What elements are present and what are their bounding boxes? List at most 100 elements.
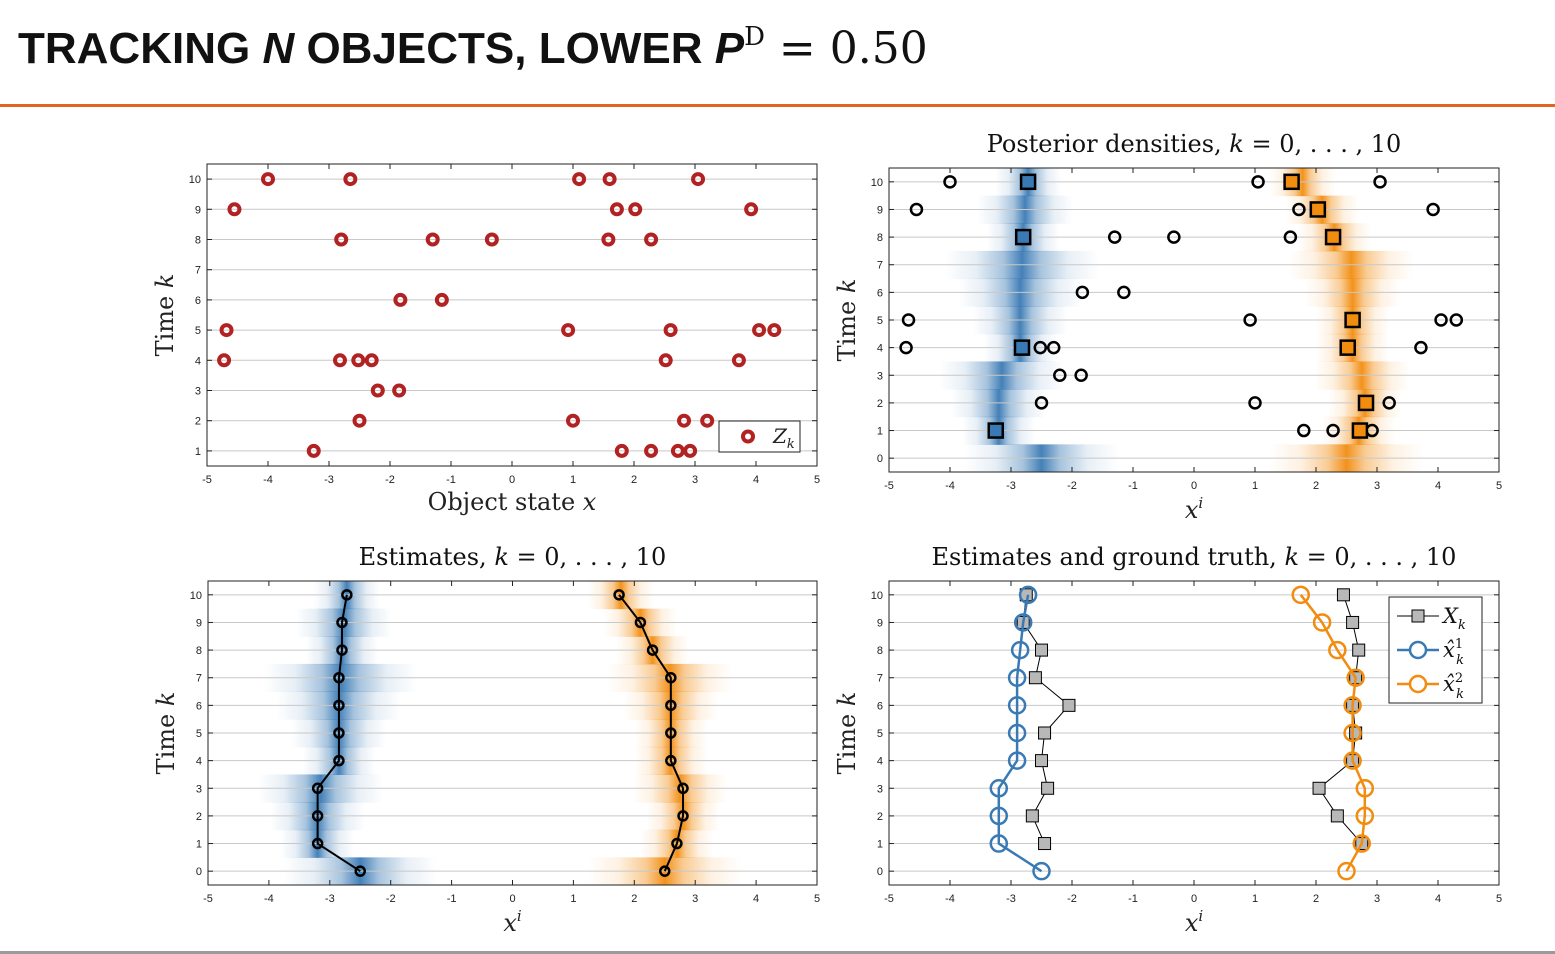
y-tick-label: 6 [195,295,201,307]
y-tick-label: 8 [877,232,883,244]
estimate-point [665,727,677,739]
ground-truth-square [1038,837,1052,851]
estimate-point-1 [1013,613,1033,632]
y-axis-label-part: k [151,274,179,289]
x-tick-label: 0 [509,474,515,486]
x-tick-label: -4 [945,893,955,905]
x-axis-label: xi [1185,907,1204,937]
detection-square-2 [1324,228,1342,246]
title-pre: TRACKING [18,24,263,73]
legend-marker [1408,640,1428,660]
y-tick-label: 2 [877,398,883,410]
x-tick-label: 3 [692,474,698,486]
estimate-point-1 [1007,696,1027,715]
y-tick-label: 3 [877,370,883,382]
measurement-point [901,313,916,327]
y-tick-label: 8 [195,235,201,247]
estimate-point-2 [1343,723,1362,743]
legend-marker [1411,609,1425,623]
chart-title-part: k [494,543,509,571]
chart-title-part: Estimates, [359,543,495,571]
estimate-point-2 [1337,861,1356,881]
y-axis-label: Time k [152,692,180,775]
y-tick-label: 10 [190,590,202,602]
estimate-point [333,754,345,767]
measurement-point [670,443,685,458]
ground-truth-square [1035,643,1048,657]
chart-posterior: -5 -4 -3 -2 -1 0 1 2 3 4 5 0 1 2 3 4 5 6 7 8 9 10 Time k xi Post… [833,130,1502,524]
y-tick-label: 10 [189,174,201,186]
measurement-point [217,353,232,368]
estimate-point [311,782,324,795]
x-tick-label: 2 [1313,893,1319,905]
legend-label-part: 2 [1455,671,1463,686]
detection-square-2 [1283,173,1300,191]
estimate-point [665,671,677,684]
estimate-point [665,699,677,712]
y-tick-label: 7 [877,260,883,272]
x-tick-label: 5 [1496,480,1502,492]
y-tick-label: 7 [877,673,883,685]
estimate-point [333,699,345,712]
legend-label-part: k [1456,687,1464,702]
y-axis-label-part: Time [152,706,180,774]
estimate-point-2 [1328,640,1347,660]
chart-title-part: k [1229,130,1244,158]
y-axis-label-part: k [833,692,861,707]
measurement-point [1297,423,1311,438]
measurement-point [683,443,698,458]
y-axis-label-part: Time [833,293,861,361]
y-tick-label: 7 [195,265,201,277]
slide-title: TRACKING N OBJECTS, LOWER PD = 0.50 [18,22,928,74]
y-tick-label: 3 [877,783,883,795]
ground-truth-square [1336,588,1350,602]
title-rule [0,104,1555,107]
y-tick-label: 10 [871,590,883,602]
x-tick-label: -5 [203,893,213,905]
y-tick-label: 6 [196,700,202,712]
measurement-point [370,383,385,398]
x-axis-label-part: i [517,907,522,925]
measurement-point [352,413,367,428]
chart-title-part: = 0, . . . , 10 [509,543,666,571]
x-tick-label: 0 [1191,480,1197,492]
y-tick-label: 0 [877,866,883,878]
measurement-point [227,202,242,217]
title-equation: = 0.50 [764,23,928,74]
chart-title-part: Posterior densities, [987,130,1230,158]
estimate-point-2 [1355,806,1375,826]
y-tick-label: 4 [877,343,883,355]
estimate-point [671,837,683,850]
measurement-point [1107,230,1122,244]
estimate-point [354,865,366,877]
measurement-point [752,323,767,338]
measurement-point [731,353,746,368]
x-axis-label-part: i [1198,907,1203,925]
y-tick-label: 2 [877,811,883,823]
measurement-point [219,323,234,338]
measurement-point [1075,285,1090,300]
x-tick-label: 1 [1252,480,1258,492]
y-tick-label: 7 [196,673,202,685]
legend-box [718,420,801,453]
measurement-point [628,202,643,217]
title-n: N [262,24,295,73]
measurement-point [644,232,659,247]
x-tick-label: 4 [1435,893,1441,905]
ground-truth-line-2 [1318,594,1363,844]
legend-marker [741,429,755,444]
x-tick-label: -3 [325,893,335,905]
ground-truth-square [1038,726,1052,740]
measurement-point [899,340,913,355]
measurement-point [1326,423,1340,438]
measurement-point [364,353,379,368]
measurement-point [261,172,275,187]
y-tick-label: 9 [877,204,883,216]
measurement-point [572,172,587,187]
y-tick-label: 9 [195,204,201,216]
x-tick-label: -3 [1006,893,1016,905]
y-tick-label: 2 [195,416,201,428]
estimate-point-1 [1007,668,1027,687]
ground-truth-square [1352,643,1366,657]
chart-title: Estimates and ground truth, k = 0, . . .… [932,543,1457,571]
